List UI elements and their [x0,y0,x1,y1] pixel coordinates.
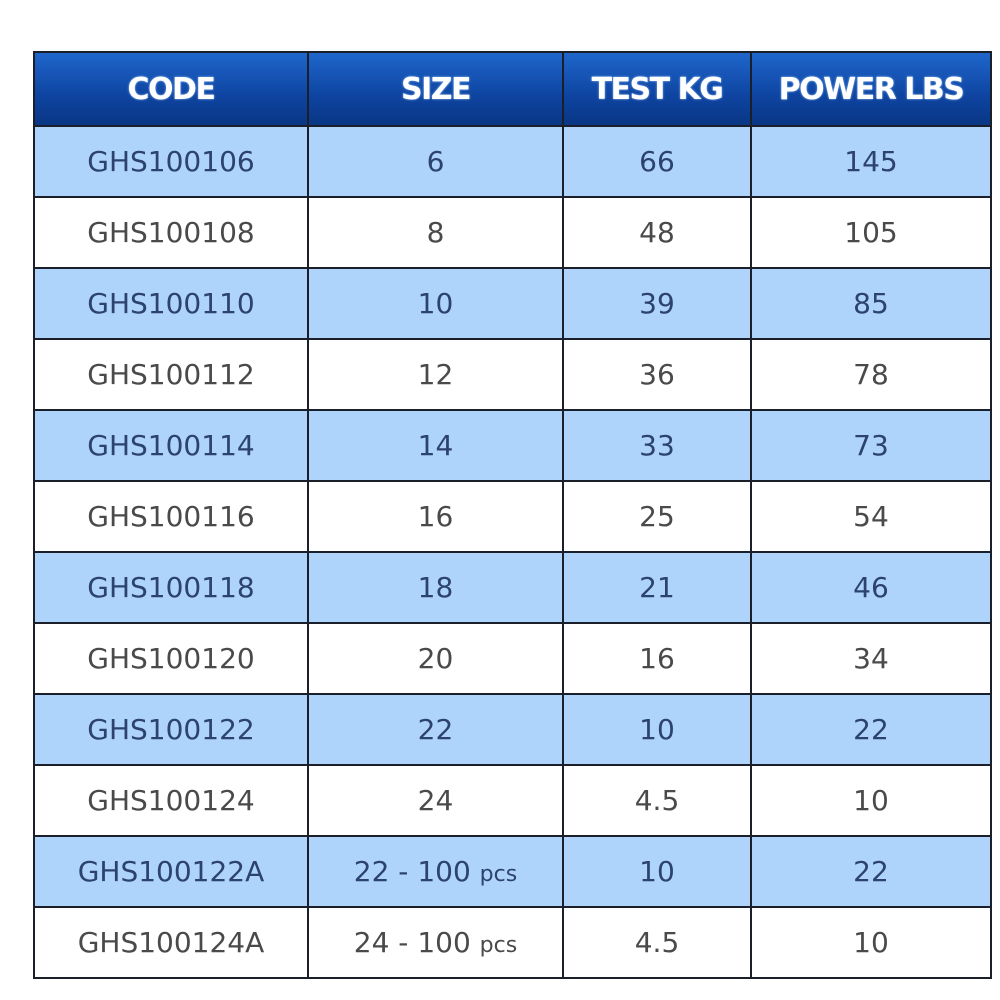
cell-code: GHS100122 [33,693,309,766]
table-row: GHS100118 18 21 46 [33,551,992,624]
cell-power-lbs: 105 [750,196,992,269]
header-size: SIZE [307,51,564,127]
cell-test-kg: 36 [562,338,752,411]
cell-size: 14 [307,409,564,482]
cell-code: GHS100106 [33,125,309,198]
cell-power-lbs: 54 [750,480,992,553]
cell-code: GHS100118 [33,551,309,624]
cell-test-kg: 48 [562,196,752,269]
header-power-lbs: POWER LBS [750,51,992,127]
cell-size: 16 [307,480,564,553]
cell-code: GHS100116 [33,480,309,553]
cell-code: GHS100122A [33,835,309,908]
cell-code: GHS100114 [33,409,309,482]
table-row: GHS100120 20 16 34 [33,622,992,695]
table-body: GHS100106 6 66 145 GHS100108 8 48 105 GHS100110 1… [33,125,992,979]
cell-power-lbs: 46 [750,551,992,624]
cell-test-kg: 4.5 [562,764,752,837]
header-row: CODE SIZE TEST KG POWER LBS [33,51,992,127]
cell-size: 6 [307,125,564,198]
cell-size: 8 [307,196,564,269]
cell-size: 22 - 100 pcs [307,835,564,908]
table-row: GHS100122A 22 - 100 pcs 10 22 [33,835,992,908]
unit-label: pcs [479,862,518,887]
table-row: GHS100108 8 48 105 [33,196,992,269]
cell-power-lbs: 78 [750,338,992,411]
cell-test-kg: 10 [562,693,752,766]
cell-code: GHS100112 [33,338,309,411]
cell-size: 18 [307,551,564,624]
table-row: GHS100110 10 39 85 [33,267,992,340]
cell-size: 24 - 100 pcs [307,906,564,979]
table-row: GHS100124 24 4.5 10 [33,764,992,837]
cell-power-lbs: 73 [750,409,992,482]
spec-table: CODE SIZE TEST KG POWER LBS GHS100106 6 66… [33,51,992,979]
cell-code: GHS100124 [33,764,309,837]
cell-power-lbs: 85 [750,267,992,340]
table-row: GHS100106 6 66 145 [33,125,992,198]
cell-size: 10 [307,267,564,340]
cell-code: GHS100124A [33,906,309,979]
cell-power-lbs: 22 [750,693,992,766]
table-row: GHS100116 16 25 54 [33,480,992,553]
cell-test-kg: 66 [562,125,752,198]
cell-test-kg: 39 [562,267,752,340]
cell-size: 22 [307,693,564,766]
unit-label: pcs [479,933,518,958]
cell-size: 12 [307,338,564,411]
cell-power-lbs: 145 [750,125,992,198]
cell-power-lbs: 34 [750,622,992,695]
cell-size: 24 [307,764,564,837]
cell-code: GHS100110 [33,267,309,340]
table-row: GHS100112 12 36 78 [33,338,992,411]
table-row: GHS100122 22 10 22 [33,693,992,766]
cell-power-lbs: 22 [750,835,992,908]
table-row: GHS100114 14 33 73 [33,409,992,482]
cell-power-lbs: 10 [750,906,992,979]
cell-test-kg: 33 [562,409,752,482]
cell-code: GHS100120 [33,622,309,695]
cell-test-kg: 21 [562,551,752,624]
header-test-kg: TEST KG [562,51,752,127]
cell-size: 20 [307,622,564,695]
table-row: GHS100124A 24 - 100 pcs 4.5 10 [33,906,992,979]
cell-test-kg: 10 [562,835,752,908]
cell-test-kg: 4.5 [562,906,752,979]
cell-code: GHS100108 [33,196,309,269]
header-code: CODE [33,51,309,127]
cell-test-kg: 25 [562,480,752,553]
cell-test-kg: 16 [562,622,752,695]
cell-power-lbs: 10 [750,764,992,837]
